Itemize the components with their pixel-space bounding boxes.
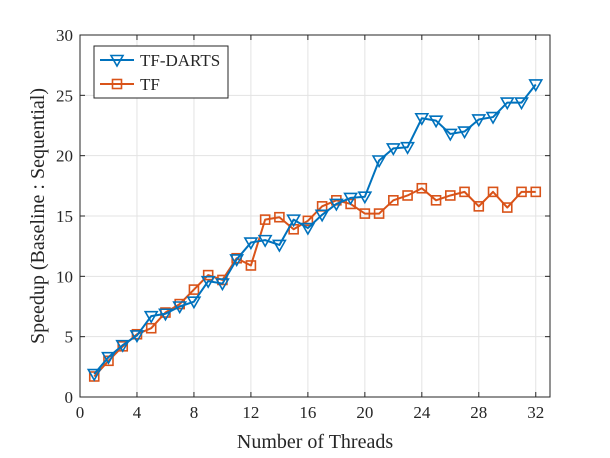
- legend-label: TF: [140, 75, 160, 94]
- data-point: [445, 190, 456, 201]
- data-point: [188, 284, 200, 295]
- data-point: [385, 143, 401, 157]
- y-tick-label: 0: [65, 388, 74, 407]
- x-tick-label: 20: [356, 403, 373, 422]
- data-point: [430, 195, 442, 206]
- data-point: [257, 234, 273, 248]
- data-point: [357, 191, 373, 205]
- data-point: [302, 215, 314, 227]
- data-point: [286, 214, 302, 228]
- x-tick-label: 28: [470, 403, 487, 422]
- y-tick-label: 5: [65, 328, 74, 347]
- data-point: [359, 208, 371, 219]
- legend-item: TF-DARTS: [100, 51, 220, 70]
- data-point: [143, 310, 159, 324]
- data-point: [514, 97, 529, 111]
- data-point: [499, 97, 515, 111]
- data-point: [272, 239, 287, 253]
- legend-label: TF-DARTS: [140, 51, 220, 70]
- series-layer: [86, 79, 544, 382]
- data-point: [428, 115, 444, 129]
- legend-box: [93, 45, 229, 99]
- data-point: [416, 182, 428, 194]
- data-point: [414, 112, 430, 126]
- data-point: [158, 308, 173, 322]
- series-tf-darts: [86, 79, 544, 382]
- x-axis-ticks: 0 4 8 12 16 20 24 28 32: [76, 35, 544, 422]
- x-tick-label: 16: [299, 403, 316, 422]
- data-point: [129, 330, 145, 344]
- data-point: [215, 278, 230, 292]
- data-point: [115, 339, 131, 353]
- data-point: [245, 260, 257, 271]
- legend-item: TF: [100, 75, 160, 94]
- data-point: [243, 237, 259, 251]
- y-tick-label: 25: [56, 86, 73, 105]
- y-axis-ticks: 0 5 10 15 20 25 30: [56, 26, 550, 407]
- data-point: [402, 190, 413, 201]
- data-point: [528, 79, 544, 93]
- data-point: [328, 198, 344, 212]
- data-point: [101, 351, 116, 365]
- x-tick-label: 8: [190, 403, 199, 422]
- y-tick-label: 30: [56, 26, 73, 45]
- y-axis-label: Speedup (Baseline : Sequential): [27, 88, 49, 344]
- legend-marker: [111, 78, 123, 90]
- data-point: [373, 208, 385, 219]
- data-point: [388, 195, 399, 206]
- data-point: [274, 211, 285, 223]
- data-point: [457, 126, 472, 140]
- data-point: [501, 202, 513, 213]
- data-point: [530, 186, 542, 198]
- data-point: [314, 209, 330, 223]
- y-tick-label: 20: [56, 147, 73, 166]
- data-point: [86, 368, 102, 382]
- data-point: [487, 186, 499, 198]
- y-tick-label: 10: [56, 267, 73, 286]
- y-tick-label: 15: [56, 207, 73, 226]
- data-point: [229, 254, 245, 268]
- data-point: [516, 186, 527, 198]
- data-point: [259, 214, 271, 225]
- data-point: [400, 141, 415, 155]
- x-tick-label: 4: [133, 403, 142, 422]
- data-point: [186, 296, 202, 310]
- legend: TF-DARTS TF: [93, 45, 229, 99]
- x-axis-label: Number of Threads: [237, 431, 393, 453]
- data-point: [345, 198, 356, 210]
- data-point: [442, 128, 458, 142]
- x-tick-label: 24: [413, 403, 431, 422]
- data-point: [473, 201, 485, 212]
- data-point: [200, 275, 216, 289]
- data-point: [471, 114, 487, 128]
- x-tick-label: 12: [242, 403, 259, 422]
- series-line: [93, 187, 536, 378]
- data-point: [459, 186, 470, 198]
- x-tick-label: 0: [76, 403, 85, 422]
- data-point: [300, 222, 316, 236]
- data-point: [172, 301, 188, 315]
- data-point: [485, 111, 501, 125]
- x-tick-label: 32: [527, 403, 544, 422]
- legend-marker: [109, 54, 125, 68]
- data-point: [371, 155, 387, 169]
- data-point: [343, 192, 358, 206]
- data-point: [202, 269, 214, 281]
